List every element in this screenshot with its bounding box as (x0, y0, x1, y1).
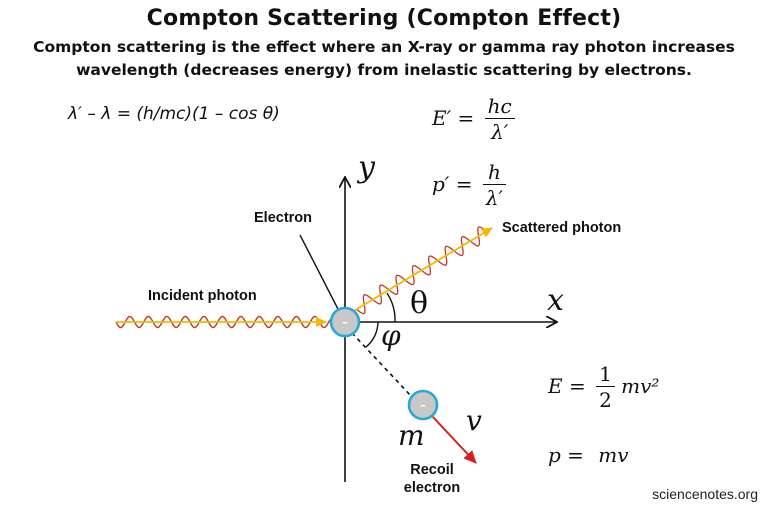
scattered-photon-wave (355, 226, 485, 315)
kinetic-energy-numerator: 1 (596, 362, 615, 387)
energy-formula-numerator: hc (484, 94, 515, 119)
velocity-label: v (466, 404, 482, 437)
theta-arc (386, 292, 396, 323)
incident-photon-label: Incident photon (148, 288, 257, 304)
recoil-momentum-rhs: mv (598, 443, 629, 467)
x-axis-label: x (547, 283, 564, 318)
recoil-momentum-lhs: p = (548, 443, 584, 467)
recoil-velocity-arrow (431, 415, 477, 464)
energy-formula-denominator: λ′ (491, 120, 509, 144)
electron-pointer (299, 234, 341, 314)
energy-formula-lhs: E′ = (432, 106, 475, 130)
momentum-formula: p′ = h λ′ (432, 160, 507, 211)
credit-text: sciencenotes.org (652, 486, 758, 502)
electron-at-rest (329, 306, 361, 338)
energy-formula: E′ = hc λ′ (432, 94, 515, 145)
scattered-photon-label: Scattered photon (502, 220, 622, 236)
kinetic-energy-lhs: E = (548, 374, 586, 398)
theta-label: θ (410, 286, 429, 321)
recoil-electron (407, 389, 439, 421)
recoil-label-line-2: electron (403, 480, 461, 496)
recoil-electron-charge-sign: – (420, 398, 426, 412)
compton-formula: λ′ – λ = (h/mc)(1 – cos θ) (68, 104, 280, 124)
kinetic-energy-fraction: 1 2 (596, 362, 615, 413)
momentum-formula-fraction: h λ′ (482, 160, 507, 211)
kinetic-energy-rhs: mv² (621, 374, 660, 398)
momentum-formula-numerator: h (482, 160, 507, 185)
incident-photon-wave (115, 315, 331, 329)
subtitle-line-2: wavelength (decreases energy) from inela… (76, 61, 692, 79)
kinetic-energy-denominator: 2 (599, 388, 612, 412)
electron-charge-sign: – (342, 315, 348, 329)
phi-label: φ (381, 319, 401, 352)
energy-formula-fraction: hc λ′ (484, 94, 515, 145)
scattered-photon-arrow (351, 227, 493, 313)
recoil-electron-label: Recoil electron (392, 461, 472, 497)
recoil-path (351, 332, 413, 398)
recoil-momentum-formula: p = mv (548, 443, 629, 467)
phi-arc (365, 321, 379, 348)
mass-label: m (398, 419, 425, 452)
momentum-formula-denominator: λ′ (485, 186, 504, 210)
subtitle: Compton scattering is the effect where a… (0, 36, 768, 82)
electron-label: Electron (254, 210, 313, 226)
subtitle-line-1: Compton scattering is the effect where a… (33, 38, 735, 56)
kinetic-energy-formula: E = 1 2 mv² (548, 362, 659, 413)
y-axis-label: y (358, 150, 375, 185)
page-title: Compton Scattering (Compton Effect) (146, 6, 622, 31)
recoil-label-line-1: Recoil (410, 462, 454, 478)
momentum-formula-lhs: p′ = (432, 172, 473, 196)
